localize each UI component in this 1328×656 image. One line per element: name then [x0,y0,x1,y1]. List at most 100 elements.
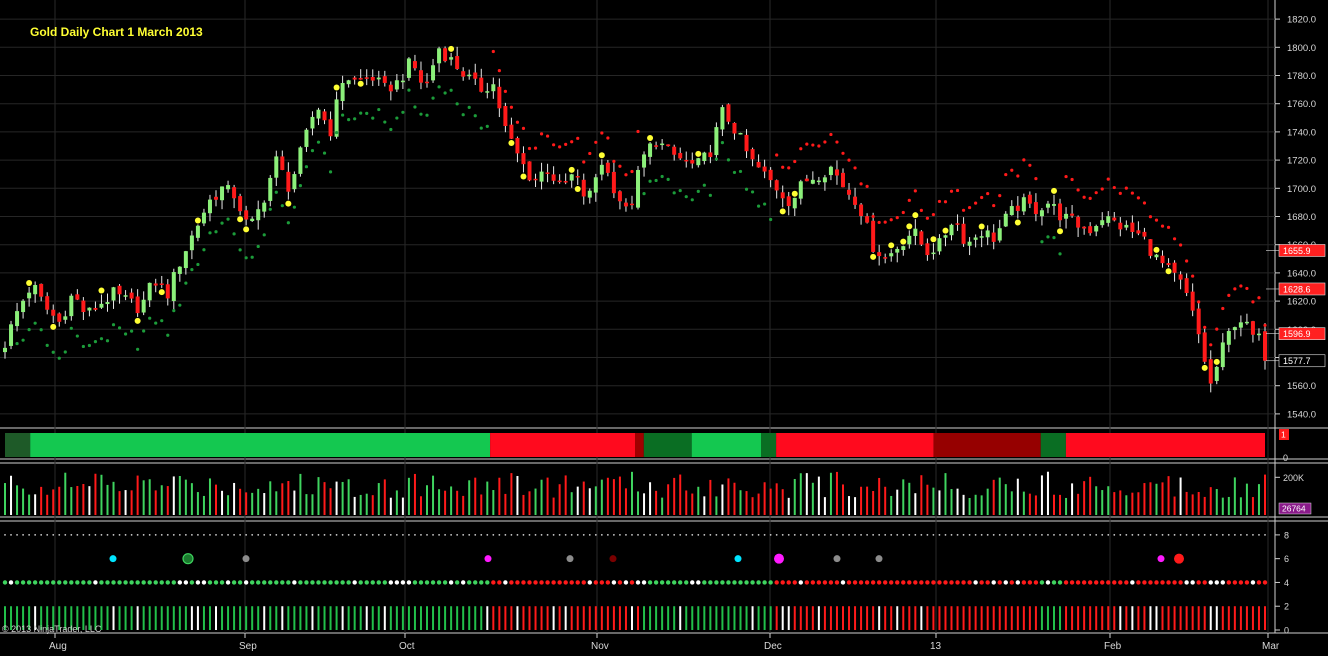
copyright-note: © 2013 NinjaTrader, LLC [2,624,102,634]
trailing-stop-dot [1112,185,1116,190]
indicator-ref-dot [389,533,392,536]
candlestick-series [3,45,1267,393]
signal-dot [237,216,244,223]
indicator-state-dot [1057,580,1063,585]
indicator-state-dot [961,580,966,585]
trailing-stop-dot [1076,188,1080,192]
trailing-stop-dot [1070,177,1074,182]
indicator-state-dot [147,580,152,585]
indicator-ref-dot [365,533,368,536]
indicator-ref-dot [1191,533,1194,536]
candle-body [798,181,803,199]
indicator-ref-dot [299,533,302,536]
indicator-state-dot [479,580,484,585]
indicator-ref-dot [1022,533,1025,536]
candle-body [527,161,532,181]
indicator-ref-dot [70,533,73,536]
price-marker-label: 1655.9 [1283,246,1311,256]
trailing-stop-dot [371,116,375,120]
indicator-state-dot [804,580,810,585]
trailing-stop-dot [1245,286,1249,291]
indicator-ref-dot [305,533,308,536]
indicator-state-dot [1093,580,1099,585]
y-tick-label: 1820.0 [1287,15,1316,26]
indicator-state-dot [340,580,345,585]
indicator-ref-dot [184,533,187,536]
candle-body [847,189,852,195]
indicator-state-dot [617,580,623,585]
trailing-stop-dot [509,105,514,109]
indicator-ref-dot [215,533,217,536]
indicator-ref-dot [625,533,627,536]
candle-body [593,177,598,193]
indicator-ref-dot [166,533,169,536]
indicator-state-dot [105,580,110,585]
indicator-state-dot [364,580,369,585]
indicator-state-dot [623,580,629,585]
trend-ribbon-segment [635,433,644,457]
indicator-ref-dot [1125,533,1128,536]
trailing-stop-dot [45,343,49,347]
trailing-stop-dot [419,112,423,116]
trailing-stop-dot [660,174,664,179]
candle-body [394,80,399,90]
signal-dot [791,190,798,197]
indicator-state-dot [1256,580,1262,585]
signal-dot [888,242,895,249]
candle-body [1112,217,1117,221]
candle-body [828,166,833,176]
indicator-state-dot [726,580,731,585]
indicator-ref-dot [944,533,947,536]
trailing-stop-dot [262,233,266,237]
indicator-state-dot [1190,580,1195,585]
candle-body [352,77,357,80]
indicator-state-dot [382,580,388,585]
indicator-state-dot [1166,580,1171,585]
candle-body [461,71,466,77]
trailing-stop-dot [15,341,19,346]
trailing-stop-dot [817,144,821,148]
candle-body [509,124,514,139]
indicator-ref-dot [4,533,6,536]
candle-body [328,119,333,137]
trailing-stop-dot [172,308,176,313]
indicator-state-dot [93,580,98,585]
indicator-state-dot [895,580,900,585]
y-tick-label: 1680.0 [1287,212,1316,223]
trailing-stop-dot [883,220,887,224]
indicator-state-dot [491,580,496,585]
trailing-stop-series [15,49,1267,360]
candle-body [521,153,526,165]
signal-dot [574,185,581,192]
candle-body [1263,331,1267,361]
indicator-ref-dot [130,533,133,536]
signal-dot [508,140,515,147]
trailing-stop-dot [1022,158,1026,162]
indicator-state-dot [57,580,62,585]
candle-body [973,237,978,240]
trailing-stop-dot [347,118,351,122]
indicator-ref-dot [112,533,115,536]
indicator-ref-dot [733,533,736,536]
candle-body [581,179,586,197]
indicator-ref-dot [516,533,519,536]
candle-body [1148,239,1153,256]
trailing-stop-dot [1239,284,1243,288]
indicator-state-dot [249,580,255,585]
indicator-state-dot [539,580,544,585]
indicator-state-dot [931,580,936,585]
candle-body [1039,210,1044,217]
indicator-ref-dot [854,533,856,536]
candle-body [840,172,845,188]
indicator-state-dot [268,580,273,585]
indicator-ref-dot [444,533,446,536]
trailing-stop-dot [268,207,272,211]
indicator-ref-dot [1083,533,1086,536]
candle-body [1130,222,1135,232]
y-tick-label: 1800.0 [1287,43,1316,54]
signal-dot [1213,358,1220,365]
indicator-ref-dot [1071,533,1073,536]
indicator-ref-dot [504,533,507,536]
indicator-ref-dot [401,533,404,536]
indicator-state-dot [714,580,719,585]
